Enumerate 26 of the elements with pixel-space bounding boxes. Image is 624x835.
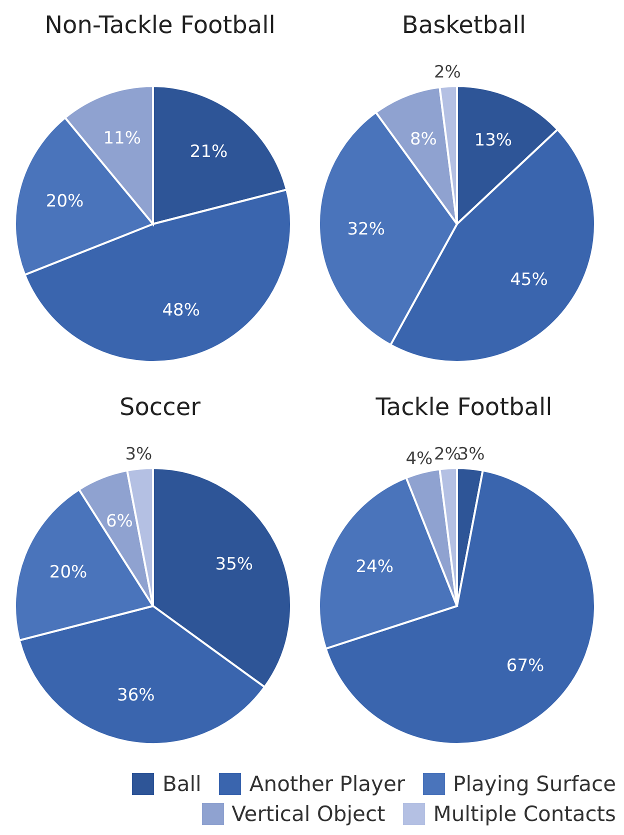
data-label: 13% [474, 130, 512, 150]
data-label: 48% [162, 300, 200, 321]
data-label: 35% [215, 554, 254, 575]
data-label: 20% [46, 191, 84, 212]
legend-label: Another Player [249, 772, 406, 796]
data-label: 20% [49, 562, 88, 582]
data-label: 45% [510, 270, 548, 290]
legend-label: Vertical Object [232, 802, 386, 826]
data-label: 8% [410, 129, 437, 150]
data-label: 36% [117, 685, 155, 706]
chart-title: Soccer [118, 392, 202, 423]
legend-label: Ball [162, 772, 202, 796]
chart-title: Tackle Football [374, 392, 554, 423]
data-label: 24% [356, 557, 394, 578]
data-label: 3% [125, 444, 152, 465]
legend-label: Multiple Contacts [433, 802, 616, 826]
chart-title: Non-Tackle Football [44, 10, 276, 41]
data-label: 67% [506, 656, 544, 676]
data-label: 32% [347, 220, 385, 240]
data-label: 4% [406, 448, 433, 469]
data-label: 2% [434, 62, 461, 82]
data-label: 11% [103, 128, 142, 148]
data-label: 21% [190, 142, 228, 162]
data-label: 6% [106, 511, 133, 532]
legend-label: Playing Surface [453, 772, 616, 796]
chart-title: Basketball [400, 10, 528, 41]
